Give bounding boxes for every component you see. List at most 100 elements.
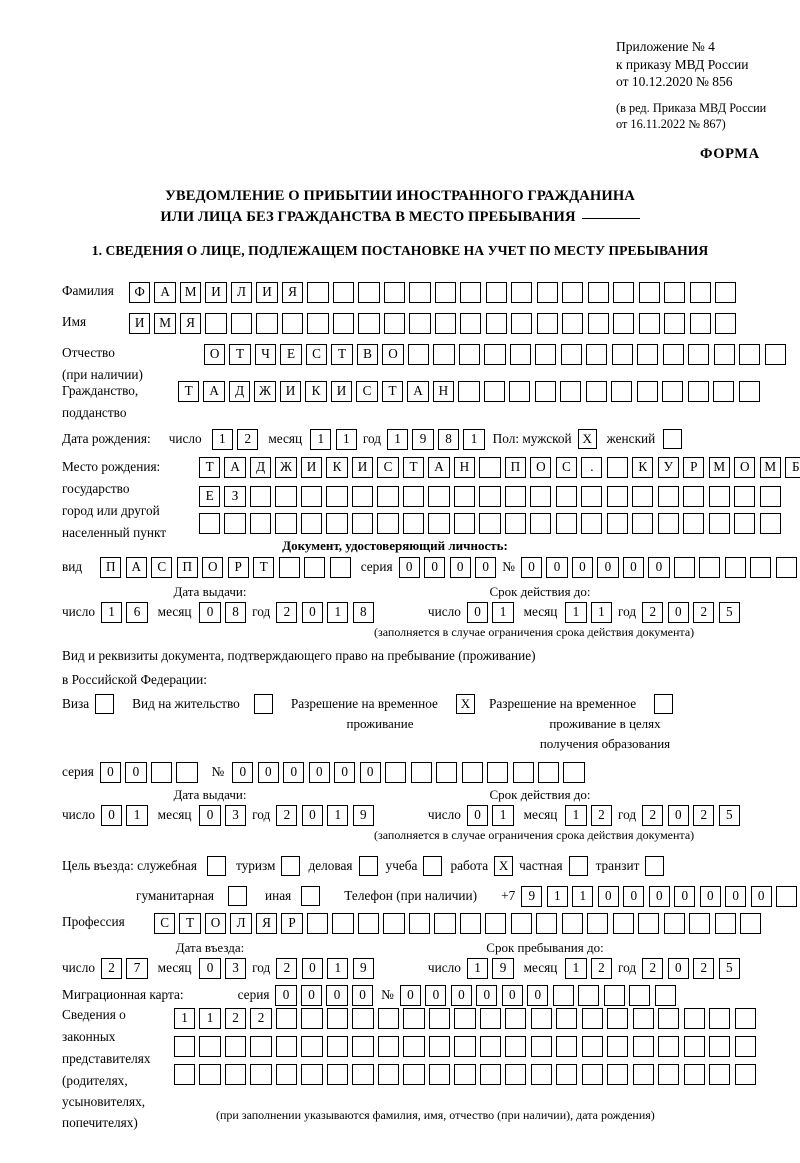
char-cell[interactable]: 9 [412, 429, 434, 450]
char-cell[interactable] [536, 913, 558, 934]
char-cell[interactable] [699, 557, 721, 578]
char-cell[interactable] [460, 313, 482, 334]
char-cell[interactable] [658, 1064, 680, 1085]
char-cell[interactable] [301, 1036, 323, 1057]
char-cell[interactable]: О [530, 457, 552, 478]
char-cell[interactable]: 0 [571, 557, 594, 578]
char-cell[interactable] [483, 381, 505, 402]
char-cell[interactable]: 1 [466, 958, 489, 979]
char-cell[interactable]: 5 [718, 958, 740, 979]
char-cell[interactable] [326, 486, 348, 507]
char-cell[interactable]: 2 [642, 805, 664, 826]
char-cell[interactable]: М [154, 313, 176, 334]
char-cell[interactable] [611, 344, 633, 365]
char-cell[interactable]: 0 [199, 602, 221, 623]
char-cell[interactable] [638, 913, 660, 934]
char-cell[interactable]: П [176, 557, 198, 578]
char-cell[interactable] [750, 557, 772, 578]
char-cell[interactable] [505, 1036, 527, 1057]
char-cell[interactable] [410, 762, 432, 783]
char-cell[interactable] [275, 1008, 298, 1029]
char-cell[interactable] [460, 282, 482, 303]
char-cell[interactable] [479, 486, 501, 507]
char-cell[interactable] [714, 913, 736, 934]
char-cell[interactable] [612, 913, 634, 934]
char-cell[interactable]: 8 [437, 429, 460, 450]
char-cell[interactable] [629, 985, 651, 1006]
char-cell[interactable]: Я [281, 282, 304, 303]
char-cell[interactable] [530, 513, 552, 534]
char-cell[interactable]: 0 [275, 985, 297, 1006]
char-cell[interactable] [402, 513, 425, 534]
char-cell[interactable] [632, 1064, 654, 1085]
char-cell[interactable] [606, 486, 628, 507]
char-cell[interactable] [585, 381, 607, 402]
char-cell[interactable]: Д [228, 381, 251, 402]
char-cell[interactable]: И [330, 381, 353, 402]
char-cell[interactable] [536, 282, 558, 303]
char-cell[interactable] [428, 513, 450, 534]
char-cell[interactable]: Л [230, 282, 253, 303]
char-cell[interactable]: М [708, 457, 730, 478]
char-cell[interactable]: С [555, 457, 577, 478]
char-cell[interactable] [664, 313, 686, 334]
char-cell[interactable] [407, 344, 430, 365]
char-cell[interactable] [479, 513, 501, 534]
char-cell[interactable]: 2 [237, 429, 259, 450]
char-cell[interactable]: Т [178, 381, 200, 402]
char-cell[interactable] [351, 513, 374, 534]
char-cell[interactable]: 0 [308, 762, 330, 783]
char-cell[interactable]: Т [402, 457, 425, 478]
char-cell[interactable] [738, 381, 760, 402]
char-cell[interactable]: П [100, 557, 122, 578]
char-cell[interactable] [581, 1064, 603, 1085]
char-cell[interactable]: 6 [126, 602, 148, 623]
char-cell[interactable] [150, 762, 173, 783]
char-cell[interactable]: 2 [590, 958, 613, 979]
char-cell[interactable] [603, 985, 625, 1006]
char-cell[interactable]: 0 [300, 985, 323, 1006]
char-cell[interactable]: И [205, 282, 227, 303]
char-cell[interactable] [281, 313, 304, 334]
char-cell[interactable]: 1 [463, 429, 485, 450]
char-cell[interactable]: 0 [623, 886, 645, 907]
char-cell[interactable] [562, 282, 584, 303]
char-cell[interactable] [409, 282, 431, 303]
char-cell[interactable] [250, 1036, 272, 1057]
char-cell[interactable]: 0 [301, 958, 323, 979]
char-cell[interactable]: . [581, 457, 603, 478]
char-cell[interactable] [385, 762, 407, 783]
char-cell[interactable] [511, 282, 533, 303]
char-cell[interactable]: Ч [254, 344, 277, 365]
char-cell[interactable]: 1 [546, 886, 568, 907]
char-cell[interactable]: 2 [590, 805, 613, 826]
char-cell[interactable] [358, 313, 380, 334]
char-cell[interactable]: 9 [352, 958, 374, 979]
char-cell[interactable] [637, 344, 659, 365]
char-cell[interactable] [561, 913, 583, 934]
char-cell[interactable]: 0 [466, 602, 489, 623]
char-cell[interactable]: Я [179, 313, 202, 334]
char-cell[interactable] [709, 1064, 731, 1085]
char-cell[interactable] [224, 1064, 247, 1085]
char-cell[interactable] [479, 457, 501, 478]
char-cell[interactable] [300, 486, 323, 507]
char-cell[interactable]: 0 [667, 602, 689, 623]
char-cell[interactable] [436, 762, 458, 783]
char-cell[interactable] [479, 1036, 501, 1057]
char-cell[interactable] [587, 313, 609, 334]
purpose-work-checkbox[interactable]: X [494, 856, 514, 876]
char-cell[interactable]: О [202, 557, 224, 578]
char-cell[interactable]: 9 [492, 958, 514, 979]
char-cell[interactable]: 9 [521, 886, 543, 907]
char-cell[interactable]: 0 [622, 557, 645, 578]
char-cell[interactable] [563, 762, 585, 783]
